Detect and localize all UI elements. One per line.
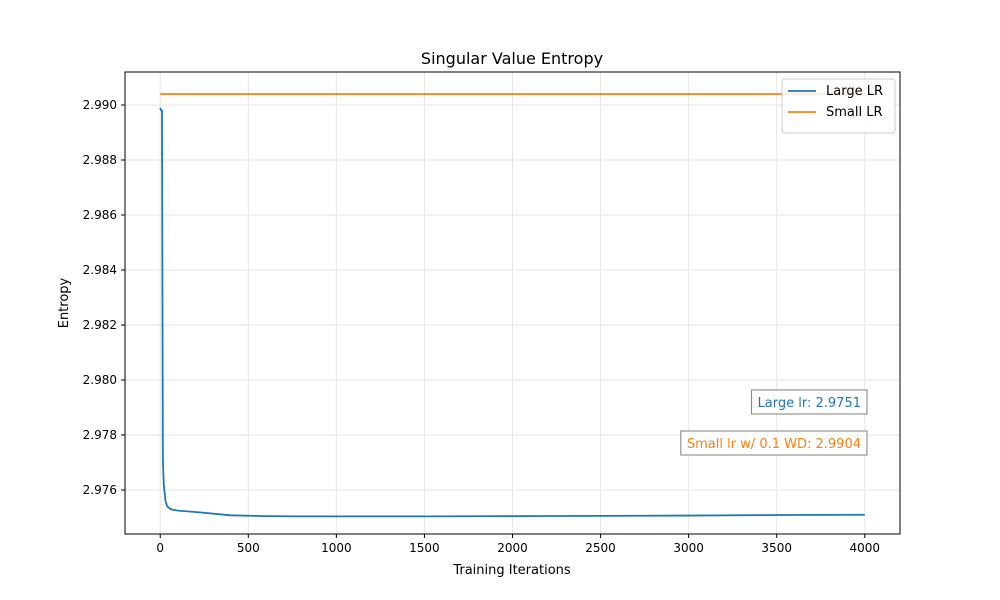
y-tick-label: 2.976 (83, 483, 117, 497)
annotation-box (751, 389, 868, 415)
y-tick-label: 2.988 (83, 153, 117, 167)
annotation-box (680, 430, 868, 456)
x-axis-label: Training Iterations (452, 563, 571, 578)
x-tick-label: 500 (237, 541, 260, 555)
annotation-2: Small lr w/ 0.1 WD: 2.9904 (680, 430, 868, 456)
x-tick-label: 1500 (409, 541, 440, 555)
x-tick-label: 4000 (849, 541, 880, 555)
legend-label: Large LR (826, 84, 883, 99)
y-axis-ticks: 2.976 2.978 2.980 2.982 2.984 2.986 2.988 2.990 (83, 98, 125, 497)
series-line-1 (159, 107, 865, 518)
y-axis-label: Entropy (57, 277, 72, 328)
y-tick-label: 2.982 (83, 318, 117, 332)
legend-label: Small LR (826, 105, 883, 120)
annotation-text: Large lr: 2.9751 (758, 396, 861, 411)
legend-box (781, 78, 896, 134)
y-tick-label: 2.986 (83, 208, 117, 222)
chart-title: Singular Value Entropy (421, 49, 603, 68)
series-lines (159, 93, 865, 518)
y-tick-label: 2.984 (83, 263, 117, 277)
annotation-1: Large lr: 2.9751 (751, 389, 868, 415)
x-axis-ticks: 0 500 1000 1500 2000 2500 3000 3500 4000 (156, 534, 880, 555)
y-tick-label: 2.990 (83, 98, 117, 112)
y-tick-label: 2.978 (83, 428, 117, 442)
x-tick-label: 3000 (673, 541, 704, 555)
y-tick-label: 2.980 (83, 373, 117, 387)
x-tick-label: 0 (156, 541, 164, 555)
x-tick-label: 3500 (761, 541, 792, 555)
x-tick-label: 2500 (585, 541, 616, 555)
x-tick-label: 2000 (497, 541, 528, 555)
annotation-text: Small lr w/ 0.1 WD: 2.9904 (687, 437, 861, 452)
annotations: Large lr: 2.9751 Small lr w/ 0.1 WD: 2.99… (680, 389, 868, 456)
legend: Large LR Small LR (781, 78, 896, 134)
x-tick-label: 1000 (321, 541, 352, 555)
